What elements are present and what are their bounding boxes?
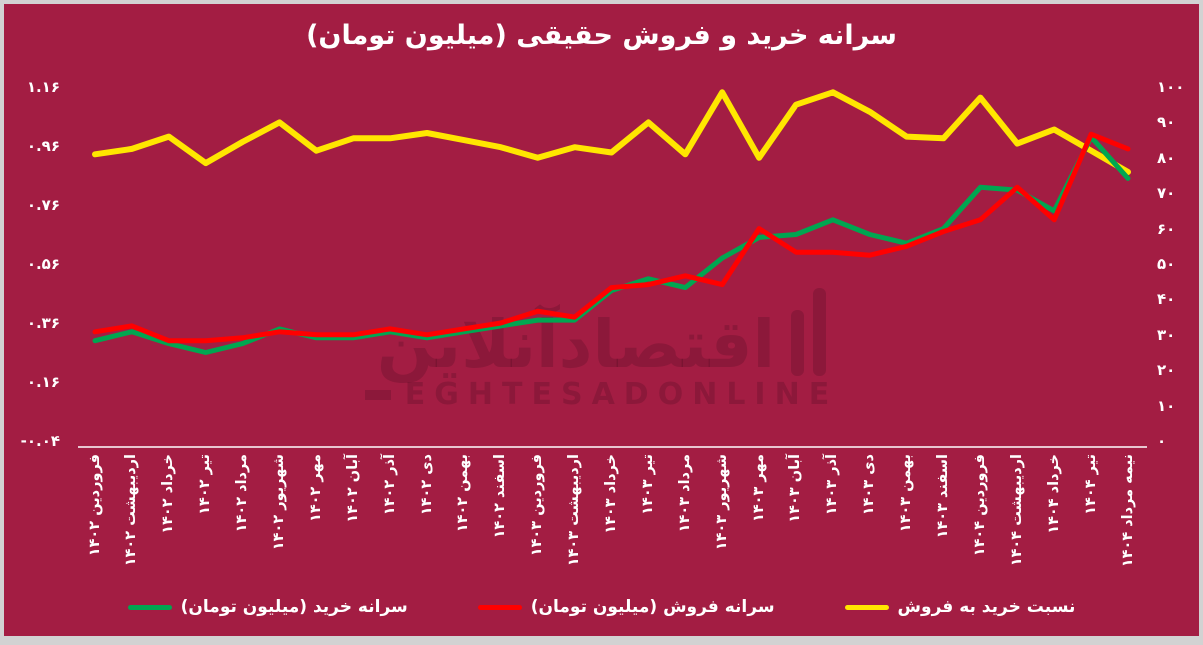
legend-swatch-ratio-icon [844,604,889,610]
y-axis-left-tick-label: -۰.۰۴ [20,432,60,450]
legend-label-sell: سرانه فروش (میلیون تومان) [530,597,775,617]
y-axis-left-tick-label: ۰.۵۶ [26,255,60,273]
legend-item-sell: سرانه فروش (میلیون تومان) [477,597,775,617]
y-axis-right-tick-label: ۳۰ [1157,325,1176,344]
x-axis-label: اردیبهشت ۱۴۰۲ [123,454,140,567]
y-axis-right-tick-label: ۵۰ [1157,255,1176,273]
x-axis-label: مرداد ۱۴۰۳ [676,454,693,533]
x-axis-label: خرداد ۱۴۰۲ [160,454,177,534]
x-axis-label: شهریور ۱۴۰۳ [713,454,730,551]
x-axis-label: تیر ۱۴۰۳ [639,454,656,515]
y-axis-right-tick-label: ۲۰ [1157,361,1176,380]
x-axis-label: بهمن ۱۴۰۲ [455,454,472,533]
x-axis-label: دی ۱۴۰۲ [418,454,435,516]
x-axis-label: فروردین ۱۴۰۳ [529,454,546,557]
y-axis-right-tick-label: ۱۰۰ [1157,78,1185,96]
x-axis-label: خرداد ۱۴۰۴ [1045,454,1062,534]
x-axis-label: فروردین ۱۴۰۴ [971,454,988,557]
chart-canvas: سرانه خرید و فروش حقیقی (میلیون تومان) ا… [4,4,1199,636]
x-axis-label: مرداد ۱۴۰۲ [234,454,251,533]
x-axis-label: دی ۱۴۰۳ [861,454,878,516]
y-axis-left-tick-label: ۰.۳۶ [26,314,60,332]
legend-label-ratio: نسبت خرید به فروش [897,597,1076,617]
x-axis-label: آذر ۱۴۰۲ [381,454,398,516]
legend: سرانه خرید (میلیون تومان) سرانه فروش (می… [4,597,1199,617]
x-axis-label: اسفند ۱۴۰۲ [492,454,509,539]
x-axis-label: مهر ۱۴۰۲ [307,454,324,523]
legend-item-ratio: نسبت خرید به فروش [844,597,1076,617]
series-lines [92,89,1131,355]
x-axis-label: مهر ۱۴۰۳ [750,454,767,523]
y-axis-right-tick-label: ۶۰ [1157,219,1176,238]
y-axis-right-tick-label: ۷۰ [1157,184,1176,203]
y-axis-left-tick-label: ۰.۱۶ [26,373,60,391]
x-axis-label: تیر ۱۴۰۴ [1082,454,1099,515]
y-axis-left-tick-label: ۱.۱۶ [26,78,60,96]
y-axis-right-tick-label: ۱۰ [1157,396,1176,415]
x-axis-label: نیمه مرداد ۱۴۰۴ [1119,454,1136,568]
x-axis-label: شهریور ۱۴۰۲ [270,454,287,551]
x-axis-label: آذر ۱۴۰۳ [824,454,841,516]
chart-title: سرانه خرید و فروش حقیقی (میلیون تومان) [306,20,897,51]
x-axis-label: اردیبهشت ۱۴۰۳ [566,454,583,567]
legend-swatch-buy-icon [127,604,172,610]
y-axis-left-tick-label: ۰.۹۶ [26,137,60,155]
x-axis-label: آبان ۱۴۰۲ [344,454,361,523]
y-axis-right-tick-label: ۹۰ [1157,113,1176,132]
y-axis-right-tick-label: ۰ [1157,432,1167,450]
x-axis-label: اردیبهشت ۱۴۰۴ [1008,454,1025,567]
y-axis-left-tick-label: ۰.۷۶ [26,196,60,214]
x-axis-label: تیر ۱۴۰۲ [197,454,214,515]
legend-item-buy: سرانه خرید (میلیون تومان) [127,597,408,617]
y-axis-right-tick-label: ۸۰ [1157,148,1176,167]
x-axis-label: خرداد ۱۴۰۳ [603,454,619,534]
x-axis-label: آبان ۱۴۰۳ [787,454,804,523]
series-line-buy [92,134,1131,355]
x-axis-label: بهمن ۱۴۰۳ [898,454,915,533]
series-line-ratio [92,89,1131,175]
plot-area [78,89,1147,448]
x-axis-label: فروردین ۱۴۰۲ [86,454,103,557]
legend-label-buy: سرانه خرید (میلیون تومان) [180,597,408,617]
x-axis-label: اسفند ۱۴۰۳ [935,454,952,539]
chart-frame: سرانه خرید و فروش حقیقی (میلیون تومان) ا… [4,4,1199,636]
legend-swatch-sell-icon [477,604,522,610]
series-line-sell [92,131,1131,344]
y-axis-right-tick-label: ۴۰ [1157,290,1176,309]
